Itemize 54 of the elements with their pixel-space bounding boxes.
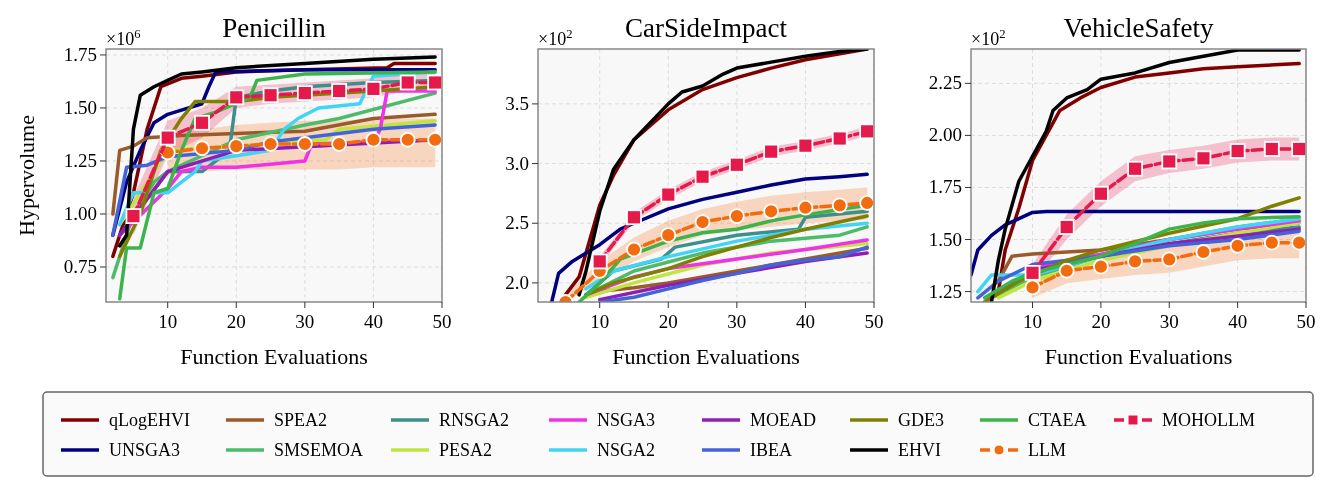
y-tick-label: 2.25	[928, 72, 962, 94]
legend-label: IBEA	[750, 440, 792, 460]
legend-label: UNSGA3	[109, 440, 181, 460]
text: ×10$^{2}$	[538, 27, 573, 49]
legend-label: EHVI	[898, 440, 941, 460]
y-tick-label: 0.75	[63, 256, 97, 278]
x-tick-label: 40	[363, 311, 383, 332]
y-tick-label: 1.75	[63, 43, 97, 65]
chart-title: CarSideImpact	[625, 13, 788, 43]
y-tick-label: 3.0	[505, 152, 529, 174]
legend-label: NSGA2	[597, 440, 656, 460]
legend-label: PESA2	[439, 440, 493, 460]
y-tick-label: 1.50	[928, 228, 962, 250]
x-tick-label: 20	[226, 311, 246, 332]
legend-label: NSGA3	[597, 410, 656, 430]
x-tick-label: 50	[1296, 311, 1316, 332]
legend-label: RNSGA2	[439, 410, 510, 430]
y-tick-label: 2.5	[505, 212, 529, 234]
text: ×10$^{2}$	[971, 27, 1006, 49]
x-axis-title: Function Evaluations	[612, 344, 800, 369]
legend-label: MOHOLLM	[1162, 410, 1255, 430]
y-axis-title: Hypervolume	[14, 115, 39, 236]
y-tick-label: 1.00	[63, 202, 97, 224]
x-tick-label: 50	[864, 311, 884, 332]
chart-title: VehicleSafety	[1063, 13, 1214, 43]
x-axis-title: Function Evaluations	[180, 344, 368, 369]
x-tick-label: 50	[432, 311, 452, 332]
y-tick-label: 3.5	[505, 92, 529, 114]
legend-label: SMSEMOA	[274, 440, 364, 460]
x-tick-label: 10	[158, 311, 178, 332]
legend-label: GDE3	[898, 410, 944, 430]
legend-label: qLogEHVI	[109, 410, 190, 430]
text: ×10$^{6}$	[106, 27, 141, 49]
legend-label: CTAEA	[1028, 410, 1087, 430]
y-tick-label: 1.75	[928, 176, 962, 198]
x-axis-title: Function Evaluations	[1044, 344, 1233, 369]
x-tick-label: 40	[795, 311, 815, 332]
legend-label: SPEA2	[274, 410, 328, 430]
x-tick-label: 30	[727, 311, 747, 332]
x-tick-label: 20	[1091, 311, 1111, 332]
legend-label: MOEAD	[750, 410, 816, 430]
x-tick-label: 30	[295, 311, 315, 332]
x-tick-label: 10	[1023, 311, 1043, 332]
x-tick-label: 30	[1159, 311, 1179, 332]
legend-label: LLM	[1028, 440, 1066, 460]
x-tick-label: 10	[590, 311, 610, 332]
y-tick-label: 2.00	[928, 124, 962, 146]
x-tick-label: 40	[1228, 311, 1248, 332]
x-tick-label: 20	[658, 311, 678, 332]
y-tick-label: 1.25	[928, 280, 962, 302]
y-tick-label: 2.0	[505, 271, 529, 293]
y-tick-label: 1.25	[63, 149, 97, 171]
chart-title: Penicillin	[222, 13, 327, 43]
y-tick-label: 1.50	[63, 96, 97, 118]
